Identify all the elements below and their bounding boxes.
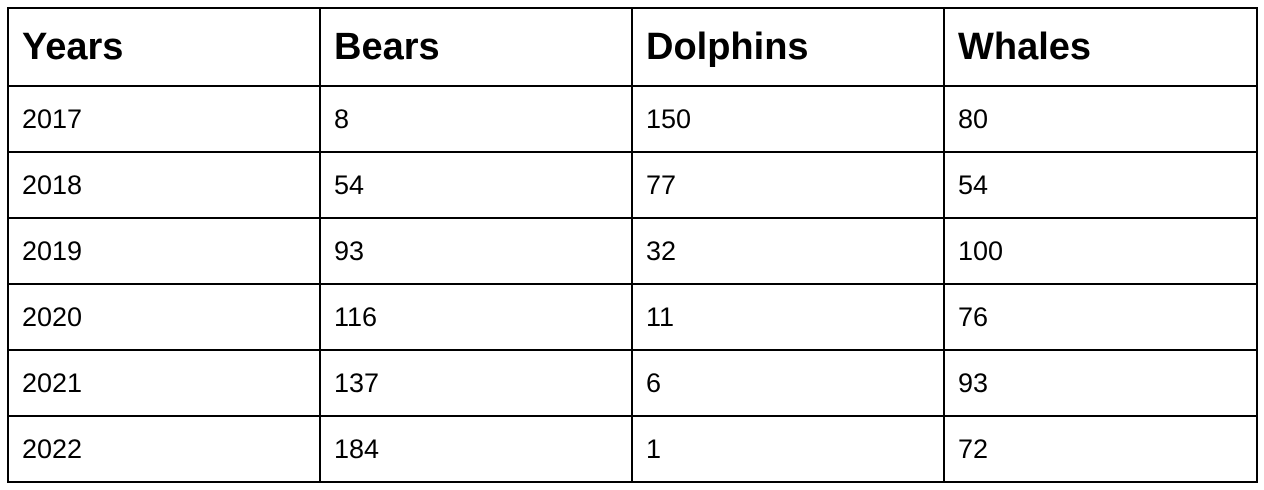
cell-whales: 93 — [943, 349, 1258, 417]
cell-bears: 184 — [319, 415, 633, 483]
cell-dolphins: 32 — [631, 217, 945, 285]
table-row: 2019 93 32 100 — [7, 217, 1258, 285]
cell-whales: 76 — [943, 283, 1258, 351]
cell-whales: 72 — [943, 415, 1258, 483]
table-row: 2017 8 150 80 — [7, 85, 1258, 153]
header-dolphins: Dolphins — [631, 7, 945, 87]
header-bears: Bears — [319, 7, 633, 87]
table-row: 2022 184 1 72 — [7, 415, 1258, 483]
cell-dolphins: 11 — [631, 283, 945, 351]
cell-year: 2018 — [7, 151, 321, 219]
cell-dolphins: 150 — [631, 85, 945, 153]
table-row: 2018 54 77 54 — [7, 151, 1258, 219]
cell-year: 2020 — [7, 283, 321, 351]
cell-whales: 80 — [943, 85, 1258, 153]
cell-whales: 54 — [943, 151, 1258, 219]
cell-bears: 93 — [319, 217, 633, 285]
cell-bears: 137 — [319, 349, 633, 417]
cell-bears: 116 — [319, 283, 633, 351]
cell-dolphins: 6 — [631, 349, 945, 417]
cell-year: 2021 — [7, 349, 321, 417]
table-body: 2017 8 150 80 2018 54 77 54 2019 93 32 1… — [7, 85, 1258, 483]
table-header: Years Bears Dolphins Whales — [7, 7, 1258, 87]
cell-whales: 100 — [943, 217, 1258, 285]
header-whales: Whales — [943, 7, 1258, 87]
cell-bears: 8 — [319, 85, 633, 153]
cell-year: 2022 — [7, 415, 321, 483]
cell-bears: 54 — [319, 151, 633, 219]
cell-dolphins: 1 — [631, 415, 945, 483]
table-row: 2020 116 11 76 — [7, 283, 1258, 351]
header-years: Years — [7, 7, 321, 87]
cell-year: 2017 — [7, 85, 321, 153]
cell-year: 2019 — [7, 217, 321, 285]
data-table: Years Bears Dolphins Whales 2017 8 150 8… — [7, 7, 1258, 483]
table-row: 2021 137 6 93 — [7, 349, 1258, 417]
cell-dolphins: 77 — [631, 151, 945, 219]
header-row: Years Bears Dolphins Whales — [7, 7, 1258, 87]
